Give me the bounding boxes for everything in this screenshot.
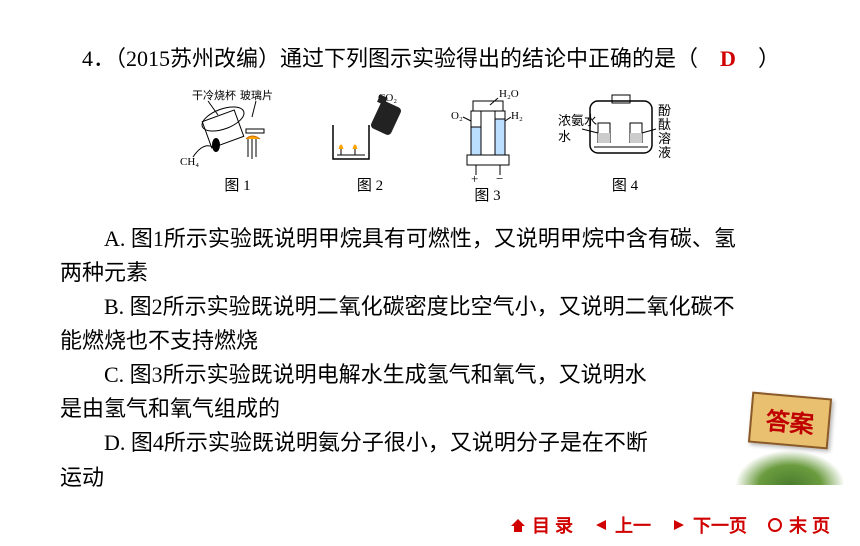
svg-text:玻璃片: 玻璃片 — [240, 88, 273, 102]
svg-text:酞: 酞 — [658, 117, 671, 132]
last-icon — [765, 516, 785, 534]
answer-badge[interactable]: 答案 — [735, 395, 845, 485]
question-number: 4． — [82, 46, 115, 71]
option-c-line2: 是由氢气和氧气组成的 — [60, 392, 810, 426]
nav-home-button[interactable]: 目 录 — [508, 512, 573, 538]
nav-prev-label: 上一 — [615, 512, 651, 538]
diagram-3: H₂O O₂ H₂ + − 图 3 — [443, 87, 533, 210]
diagram-3-svg: H₂O O₂ H₂ + − — [443, 87, 533, 182]
svg-text:浓氨水: 浓氨水 — [558, 113, 597, 128]
option-d-line2: 运动 — [60, 461, 810, 495]
answer-letter: D — [720, 46, 736, 71]
option-b-line1: B. 图2所示实验既说明二氧化碳密度比空气小，又说明二氧化碳不 — [60, 290, 810, 324]
option-d-line1: D. 图4所示实验既说明氨分子很小，又说明分子是在不断 — [60, 426, 810, 460]
svg-text:酚: 酚 — [658, 103, 671, 118]
svg-text:水: 水 — [558, 129, 571, 144]
nav-prev-button[interactable]: 上一 — [591, 512, 651, 538]
question-source: （2015苏州改编） — [115, 46, 280, 71]
grass-decoration — [735, 440, 845, 485]
prev-icon — [591, 516, 611, 534]
diagram-2-svg: CO₂ — [323, 87, 418, 172]
nav-last-button[interactable]: 末 页 — [765, 512, 830, 538]
question-close: ） — [736, 46, 780, 71]
diagram-4: 浓氨水 水 酚 酞 溶 液 图 4 — [558, 87, 693, 210]
navigation-bar: 目 录 上一 下一页 末 页 — [508, 512, 830, 538]
svg-text:CH₄: CH₄ — [180, 156, 199, 168]
home-icon — [508, 516, 528, 534]
svg-text:液: 液 — [658, 145, 671, 160]
next-icon — [669, 516, 689, 534]
nav-next-button[interactable]: 下一页 — [669, 512, 747, 538]
svg-text:−: − — [496, 171, 503, 182]
svg-text:H₂: H₂ — [511, 110, 523, 122]
question-stem: 4．（2015苏州改编）通过下列图示实验得出的结论中正确的是（ D ） — [60, 40, 810, 77]
option-b-line2: 能燃烧也不支持燃烧 — [60, 324, 810, 358]
option-a-line1: A. 图1所示实验既说明甲烷具有可燃性，又说明甲烷中含有碳、氢 — [60, 222, 810, 256]
svg-text:H₂O: H₂O — [499, 88, 519, 100]
diagram-4-svg: 浓氨水 水 酚 酞 溶 液 — [558, 87, 693, 172]
diagram-1: 干冷烧杯 玻璃片 CH₄ 图 1 — [178, 87, 298, 210]
question-text: 通过下列图示实验得出的结论中正确的是（ — [280, 46, 720, 71]
diagram-4-caption: 图 4 — [612, 174, 638, 200]
nav-last-label: 末 页 — [789, 512, 830, 538]
option-c-line1: C. 图3所示实验既说明电解水生成氢气和氧气，又说明水 — [60, 358, 810, 392]
svg-text:溶: 溶 — [658, 131, 671, 146]
diagram-2: CO₂ 图 2 — [323, 87, 418, 210]
option-a-line2: 两种元素 — [60, 256, 810, 290]
svg-text:干冷烧杯: 干冷烧杯 — [192, 88, 236, 102]
diagram-2-caption: 图 2 — [357, 174, 383, 200]
diagram-1-caption: 图 1 — [224, 174, 250, 200]
diagram-1-svg: 干冷烧杯 玻璃片 CH₄ — [178, 87, 298, 172]
svg-text:O₂: O₂ — [451, 110, 463, 122]
svg-text:+: + — [471, 171, 478, 182]
options-block: A. 图1所示实验既说明甲烷具有可燃性，又说明甲烷中含有碳、氢 两种元素 B. … — [60, 222, 810, 495]
diagrams-row: 干冷烧杯 玻璃片 CH₄ 图 1 CO₂ — [60, 87, 810, 210]
diagram-3-caption: 图 3 — [474, 184, 500, 210]
nav-home-label: 目 录 — [532, 512, 573, 538]
nav-next-label: 下一页 — [693, 512, 747, 538]
